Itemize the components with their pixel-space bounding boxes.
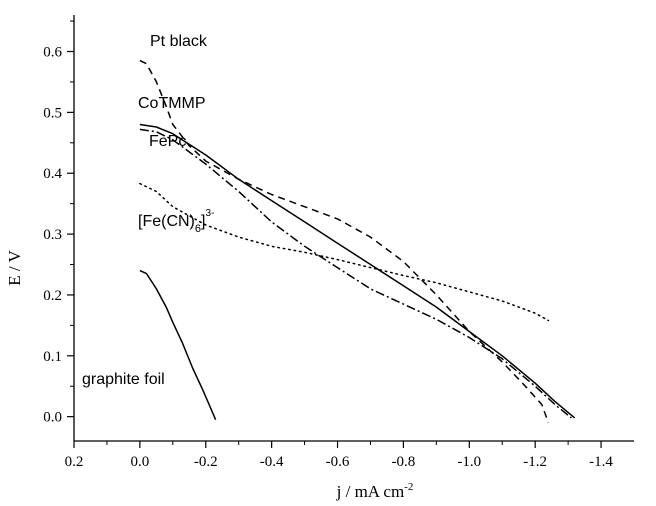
y-tick-label: 0.0 — [43, 410, 62, 426]
x-tick-label: 0.2 — [65, 454, 84, 470]
x-tick-label: -1.2 — [523, 454, 547, 470]
series-line-pt-black — [139, 59, 550, 423]
series-line-graphite-foil — [139, 269, 217, 420]
x-tick-label: -1.0 — [457, 454, 481, 470]
x-axis-title-sup: -2 — [404, 481, 413, 493]
y-axis-title: E / V — [5, 249, 24, 285]
label-fecn6-main: [Fe(CN) — [138, 213, 195, 230]
y-tick-label: 0.2 — [43, 288, 62, 304]
x-tick-label: -0.2 — [194, 454, 218, 470]
label-fecn6-sup: 3- — [205, 208, 214, 219]
x-tick-label: -0.6 — [326, 454, 350, 470]
label-fecn6-close: ] — [201, 213, 205, 230]
y-tick-label: 0.6 — [43, 45, 62, 61]
series-line-fepc — [139, 128, 572, 419]
y-tick-label: 0.5 — [43, 105, 62, 121]
label-pt-black: Pt black — [150, 33, 208, 50]
x-tick-label: 0.0 — [131, 454, 150, 470]
axes — [73, 15, 634, 442]
x-tick-label: -1.4 — [589, 454, 613, 470]
label-fecn6: [Fe(CN)6]3- — [138, 208, 214, 235]
series-line-cotmmp — [139, 123, 576, 419]
label-fecn6-sub: 6 — [195, 223, 201, 235]
y-tick-label: 0.4 — [43, 166, 62, 182]
ticks: 0.2 0.0 -0.2 -0.4 -0.6 -0.8 -1.0 -1.2 -1.4 0.0 0.1… — [43, 20, 613, 470]
x-axis-title-text: j / mA cm — [336, 482, 405, 501]
label-graphite-foil: graphite foil — [82, 371, 165, 388]
series-group — [139, 59, 576, 423]
label-fepc: FePc — [149, 133, 186, 150]
series-line-fe-cn-6-3 — [139, 182, 550, 322]
label-cotmmp: CoTMMP — [138, 95, 206, 112]
y-tick-label: 0.1 — [43, 349, 62, 365]
x-tick-label: -0.4 — [260, 454, 284, 470]
x-tick-label: -0.8 — [392, 454, 416, 470]
x-axis-title: j / mA cm-2 — [336, 481, 414, 501]
y-tick-label: 0.3 — [43, 227, 62, 243]
